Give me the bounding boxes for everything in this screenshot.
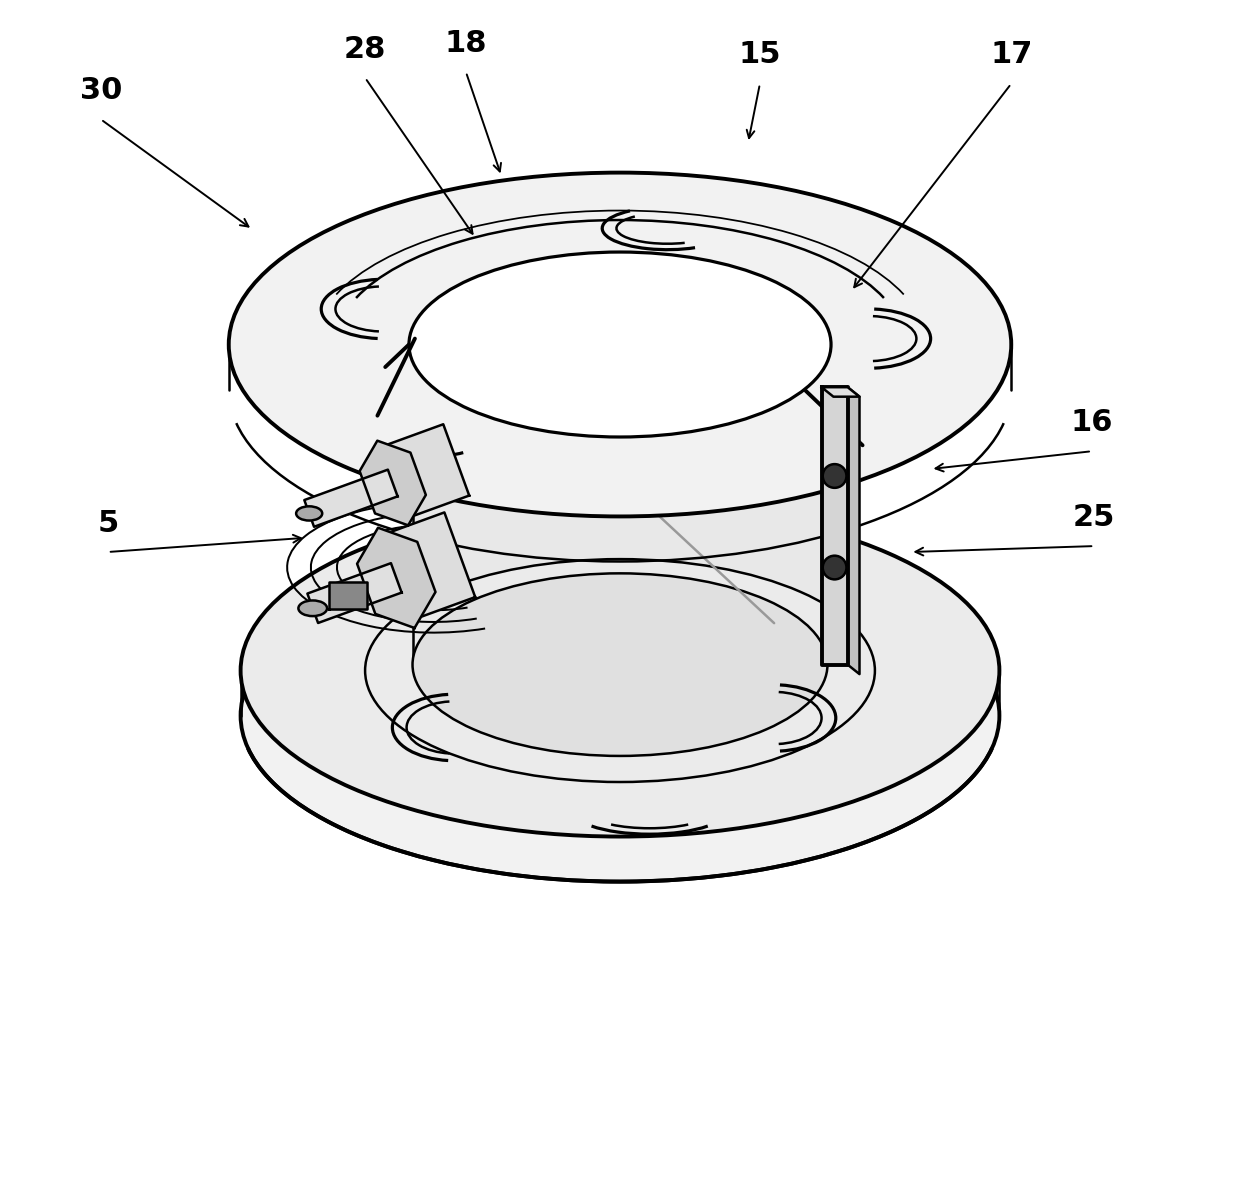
Ellipse shape bbox=[241, 504, 999, 837]
Text: 28: 28 bbox=[343, 34, 387, 64]
Polygon shape bbox=[304, 470, 398, 527]
Polygon shape bbox=[308, 563, 402, 623]
Polygon shape bbox=[381, 513, 475, 620]
Text: 30: 30 bbox=[79, 76, 122, 104]
Polygon shape bbox=[822, 387, 859, 396]
Polygon shape bbox=[848, 387, 859, 674]
Polygon shape bbox=[379, 424, 469, 519]
Ellipse shape bbox=[299, 601, 327, 616]
Text: 15: 15 bbox=[739, 40, 781, 70]
Polygon shape bbox=[357, 528, 435, 628]
Ellipse shape bbox=[413, 573, 827, 756]
Text: 16: 16 bbox=[1070, 408, 1114, 437]
Text: 18: 18 bbox=[445, 28, 487, 58]
Ellipse shape bbox=[241, 550, 999, 882]
Text: 25: 25 bbox=[1073, 503, 1116, 532]
Ellipse shape bbox=[296, 507, 322, 521]
Polygon shape bbox=[413, 389, 827, 665]
Text: 5: 5 bbox=[97, 509, 119, 538]
Circle shape bbox=[822, 464, 847, 488]
Ellipse shape bbox=[228, 172, 1012, 516]
Polygon shape bbox=[360, 440, 425, 526]
Ellipse shape bbox=[365, 559, 875, 782]
Polygon shape bbox=[330, 582, 367, 609]
Polygon shape bbox=[822, 387, 848, 665]
Circle shape bbox=[822, 556, 847, 579]
Ellipse shape bbox=[409, 252, 831, 437]
Text: 17: 17 bbox=[990, 40, 1033, 70]
